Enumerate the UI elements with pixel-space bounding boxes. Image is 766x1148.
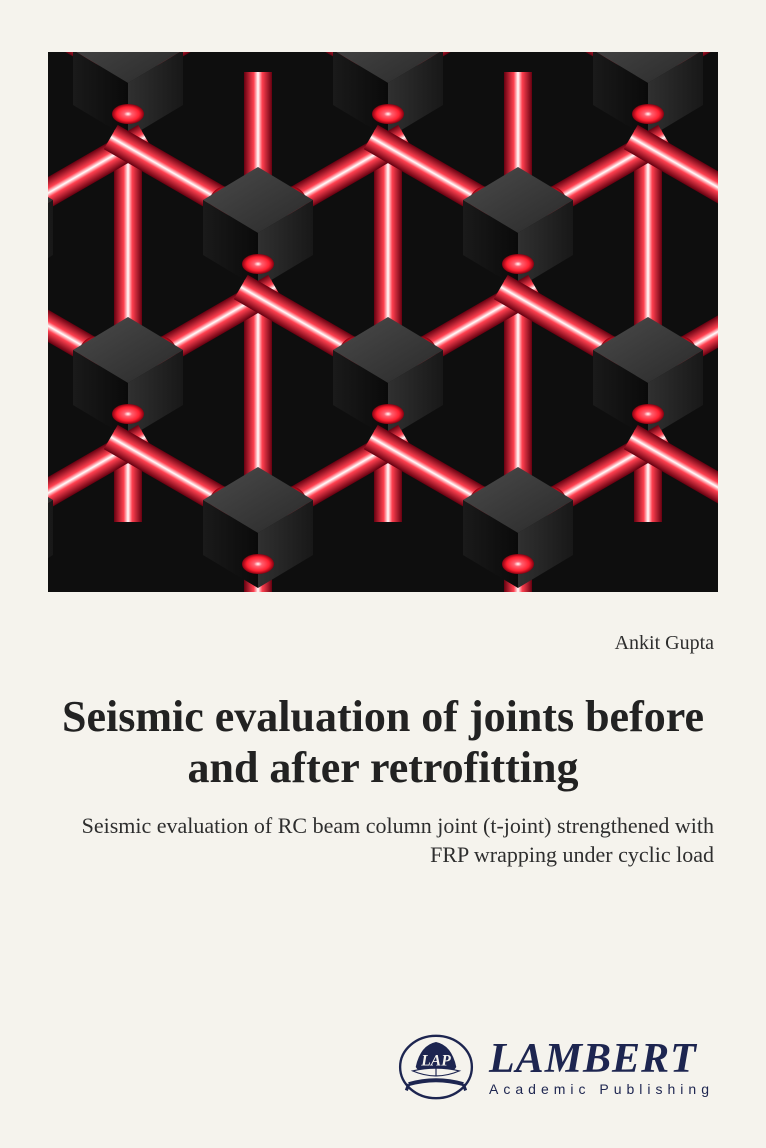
- author-name: Ankit Gupta: [615, 632, 714, 655]
- svg-text:LAP: LAP: [420, 1052, 451, 1069]
- publisher-subline: Academic Publishing: [489, 1082, 714, 1096]
- publisher-block: LAP LAMBERT Academic Publishing: [397, 1028, 714, 1106]
- book-title: Seismic evaluation of joints before and …: [50, 692, 716, 793]
- publisher-text: LAMBERT Academic Publishing: [489, 1038, 714, 1096]
- cover-art: [48, 52, 718, 592]
- publisher-logo-icon: LAP: [397, 1028, 475, 1106]
- publisher-name: LAMBERT: [489, 1038, 714, 1080]
- book-subtitle: Seismic evaluation of RC beam column joi…: [80, 812, 714, 869]
